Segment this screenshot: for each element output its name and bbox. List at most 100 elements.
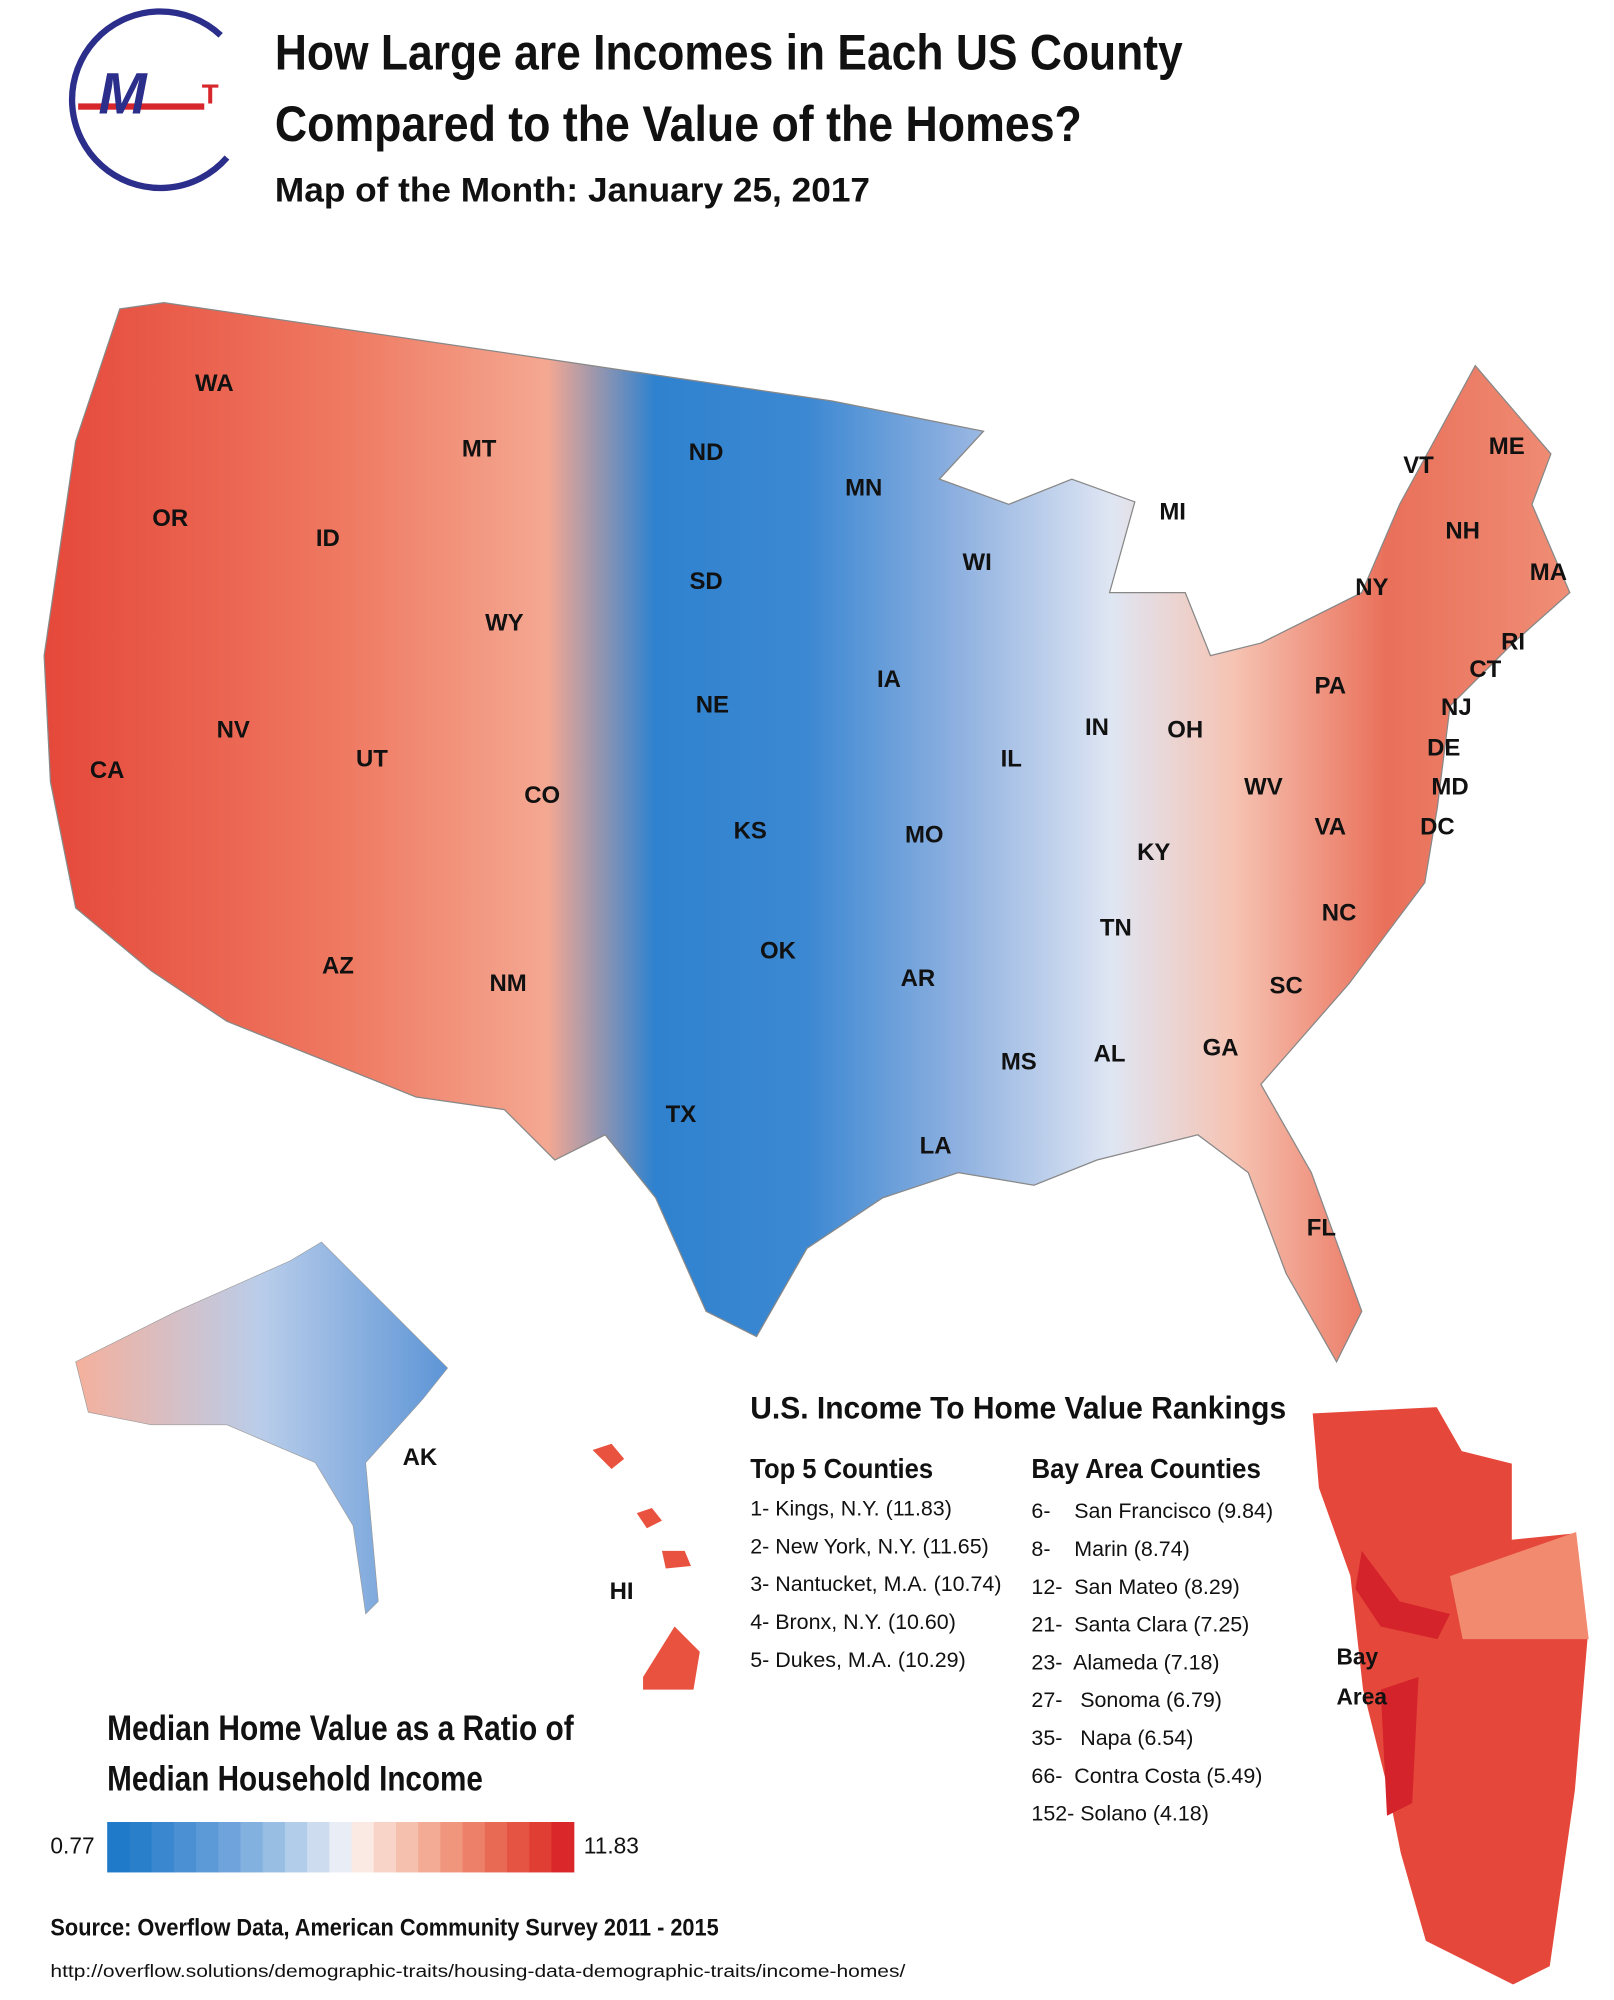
ranking-item: 152- Solano (4.18) (1031, 1802, 1208, 1826)
ranking-item: 4- Bronx, N.Y. (10.60) (750, 1610, 956, 1634)
state-label: NJ (1441, 694, 1472, 721)
state-label: VA (1315, 814, 1346, 841)
title-line: How Large are Incomes in Each US County (275, 23, 1183, 80)
state-label: IL (1001, 746, 1022, 773)
state-label: MO (905, 821, 944, 848)
bay-area-map (1309, 1404, 1591, 1988)
map: Bay Area WA MT ND MN ME VT MI OR ID WI NH MA SD NY WY R… (43, 301, 1591, 1988)
bay-area-highlight (1355, 1550, 1451, 1816)
state-label: VT (1403, 452, 1434, 479)
legend-swatch (218, 1822, 242, 1873)
logo-t: T (202, 78, 219, 109)
legend-swatch (284, 1822, 308, 1873)
state-label: SC (1269, 973, 1302, 1000)
legend-swatch (173, 1822, 197, 1873)
state-label: OH (1167, 717, 1203, 744)
ranking-item: 3- Nantucket, M.A. (10.74) (750, 1572, 1001, 1596)
state-label: MS (1001, 1048, 1037, 1075)
hawaii (592, 1443, 700, 1690)
legend-swatch (196, 1822, 219, 1873)
state-label: WA (195, 370, 234, 397)
state-label: DC (1420, 814, 1455, 841)
state-label: ME (1489, 433, 1525, 460)
state-label: NC (1322, 899, 1357, 926)
state-label: KY (1137, 839, 1170, 866)
state-label: OK (760, 937, 797, 964)
subtitle: Map of the Month: January 25, 2017 (275, 172, 870, 210)
top5-heading: Top 5 Counties (750, 1453, 933, 1484)
alaska (75, 1241, 449, 1615)
ranking-item: 35- Napa (6.54) (1031, 1726, 1193, 1750)
state-label: MD (1431, 773, 1468, 800)
ranking-item: 12- San Mateo (8.29) (1031, 1575, 1239, 1599)
state-label: IN (1085, 714, 1109, 741)
legend-title: Median Home Value as a Ratio of (107, 1709, 574, 1748)
bay-area-label: Bay (1337, 1643, 1379, 1669)
state-label: PA (1315, 673, 1346, 700)
legend-swatch (395, 1822, 419, 1873)
state-label: GA (1203, 1034, 1239, 1061)
state-label: NY (1355, 574, 1388, 601)
state-label: MI (1159, 499, 1186, 526)
legend-swatch (418, 1822, 442, 1873)
state-label: NM (490, 970, 527, 997)
state-label: UT (356, 746, 388, 773)
state-label: TN (1100, 915, 1132, 942)
bay-heading: Bay Area Counties (1031, 1453, 1260, 1484)
legend-title: Median Household Income (107, 1759, 483, 1798)
bay-area-solano (1450, 1531, 1589, 1640)
legend-swatch (551, 1822, 575, 1873)
state-label: MN (845, 475, 882, 502)
state-label: LA (920, 1133, 952, 1160)
legend-swatch (129, 1822, 153, 1873)
state-label: WI (963, 549, 992, 576)
legend-min: 0.77 (50, 1833, 94, 1859)
legend-scale (107, 1822, 575, 1873)
legend-swatch (484, 1822, 508, 1873)
state-label: AK (403, 1444, 438, 1471)
logo: M T (68, 8, 230, 192)
legend-swatch (507, 1822, 530, 1873)
state-label: AZ (322, 952, 354, 979)
content: M T How Large are Incomes in Each US Cou… (43, 8, 1591, 1988)
bay-area-label: Area (1337, 1684, 1388, 1710)
state-label: OR (152, 505, 188, 532)
legend-max: 11.83 (584, 1833, 639, 1859)
ranking-item: 66- Contra Costa (5.49) (1031, 1764, 1262, 1788)
ranking-item: 6- San Francisco (9.84) (1031, 1499, 1273, 1523)
state-label: MA (1530, 559, 1567, 586)
state-label: FL (1307, 1215, 1336, 1242)
legend-swatch (329, 1822, 353, 1873)
ranking-item: 2- New York, N.Y. (11.65) (750, 1534, 989, 1558)
state-label: MT (462, 435, 497, 462)
legend-swatch (529, 1822, 553, 1873)
state-label: AR (901, 965, 936, 992)
state-label: NH (1445, 517, 1480, 544)
legend-swatch (373, 1822, 397, 1873)
legend-swatch (262, 1822, 286, 1873)
legend-swatch (151, 1822, 175, 1873)
state-label: HI (610, 1578, 634, 1605)
state-label: NE (696, 691, 729, 718)
state-label: WV (1244, 773, 1283, 800)
state-label: NV (217, 717, 250, 744)
state-label: SD (689, 568, 722, 595)
ranking-item: 1- Kings, N.Y. (11.83) (750, 1497, 952, 1521)
source-url: http://overflow.solutions/demographic-tr… (50, 1961, 905, 1981)
state-label: CT (1469, 656, 1501, 683)
ranking-item: 8- Marin (8.74) (1031, 1537, 1189, 1561)
state-label: ND (689, 439, 724, 466)
legend-swatch (307, 1822, 330, 1873)
state-label: DE (1427, 734, 1460, 761)
state-label: KS (734, 818, 767, 845)
state-label: AL (1094, 1041, 1126, 1068)
source: Source: Overflow Data, American Communit… (50, 1914, 718, 1941)
state-label: TX (666, 1101, 697, 1128)
rankings-title: U.S. Income To Home Value Rankings (750, 1390, 1286, 1426)
legend-swatch (107, 1822, 131, 1873)
ranking-item: 21- Santa Clara (7.25) (1031, 1613, 1249, 1637)
state-label: RI (1501, 628, 1525, 655)
title-line: Compared to the Value of the Homes? (275, 95, 1082, 152)
legend-swatch (462, 1822, 486, 1873)
